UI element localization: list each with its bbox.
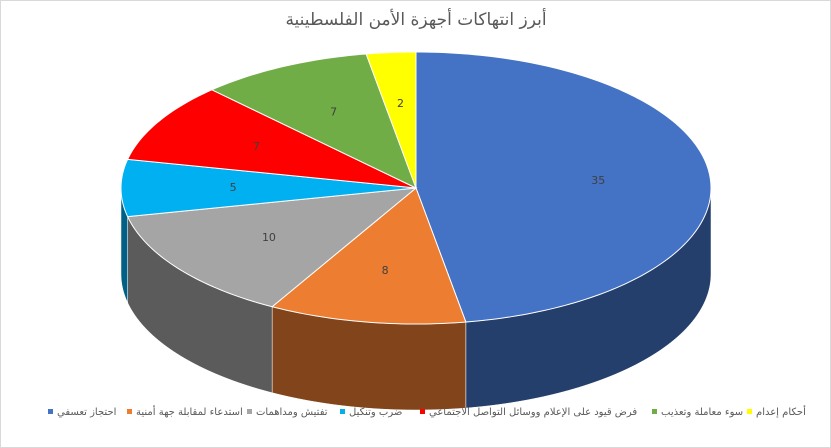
data-label: 10 bbox=[262, 231, 276, 244]
slice bbox=[415, 51, 712, 323]
data-label: 7 bbox=[330, 106, 337, 119]
legend-swatch bbox=[420, 409, 425, 414]
legend-label: سوء معاملة وتعذيب bbox=[661, 407, 743, 418]
legend-swatch bbox=[48, 409, 53, 414]
data-label: 2 bbox=[397, 97, 404, 110]
legend-swatch bbox=[747, 409, 752, 414]
data-label: 8 bbox=[382, 264, 389, 277]
legend-swatch bbox=[247, 409, 252, 414]
legend-label: ضرب وتنكيل bbox=[349, 407, 402, 418]
data-label: 7 bbox=[253, 140, 260, 153]
legend-swatch bbox=[340, 409, 345, 414]
chart-title: أبرز انتهاكات أجهزة الأمن الفلسطينية bbox=[285, 8, 546, 30]
data-label: 35 bbox=[591, 174, 605, 187]
legend-label: احتجاز تعسفي bbox=[57, 407, 116, 418]
slice bbox=[365, 51, 417, 189]
legend-label: فرض قيود على الإعلام ووسائل التواصل الاج… bbox=[429, 407, 637, 418]
legend-swatch bbox=[127, 409, 132, 414]
slice bbox=[210, 53, 417, 189]
legend-label: أحكام إعدام bbox=[756, 405, 806, 418]
slice bbox=[271, 187, 467, 325]
slice bbox=[126, 89, 417, 189]
slice bbox=[126, 187, 418, 308]
data-label: 5 bbox=[230, 181, 237, 194]
legend-swatch bbox=[652, 409, 657, 414]
legend-label: تفتيش ومداهمات bbox=[256, 407, 328, 418]
legend-label: استدعاء لمقابلة جهة أمنية bbox=[136, 405, 243, 418]
slice bbox=[120, 158, 417, 218]
